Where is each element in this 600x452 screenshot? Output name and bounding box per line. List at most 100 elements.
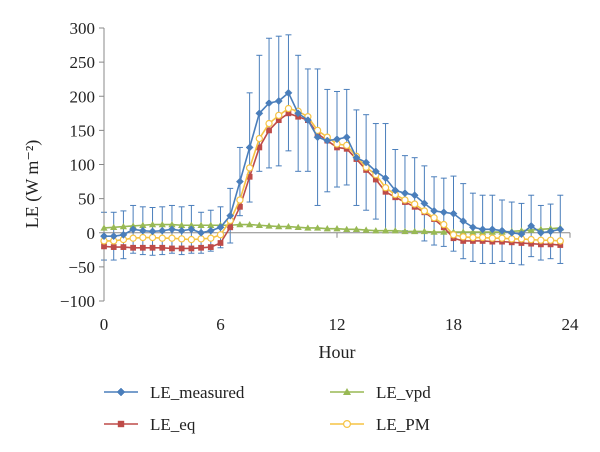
data-point-le-eq [246, 173, 253, 180]
data-point-le-pm [420, 207, 429, 215]
data-point-le-pm [381, 184, 390, 192]
data-point-le-pm [129, 234, 137, 242]
data-point-le-vpd [430, 228, 438, 235]
data-point-le-measured [430, 206, 439, 215]
legend-label: LE_PM [376, 415, 430, 434]
data-point-le-eq [149, 244, 156, 251]
data-point-le-measured [148, 227, 157, 236]
data-point-le-measured [158, 226, 167, 235]
data-point-le-measured [517, 230, 526, 239]
data-point-le-measured [284, 88, 293, 97]
data-point-le-eq [460, 238, 467, 244]
data-point-le-measured [100, 232, 108, 241]
data-point-le-vpd [187, 221, 195, 228]
data-point-le-measured [119, 230, 128, 239]
data-point-le-vpd [391, 227, 399, 234]
data-point-le-pm [158, 234, 166, 242]
data-point-le-measured [371, 167, 380, 176]
data-point-le-eq [227, 224, 234, 231]
data-point-le-pm [197, 235, 205, 243]
legend-label: LE_eq [150, 415, 196, 434]
data-point-le-pm [401, 196, 409, 204]
data-point-le-measured [226, 211, 235, 220]
data-point-le-vpd [178, 221, 186, 228]
data-point-le-pm [187, 235, 196, 244]
data-point-le-measured [342, 133, 351, 142]
data-point-le-pm [148, 233, 157, 242]
data-point-le-vpd [362, 226, 370, 233]
data-point-le-eq [547, 241, 554, 248]
data-point-le-pm [556, 237, 564, 245]
y-tick-label: 250 [70, 53, 96, 72]
data-point-le-vpd [255, 221, 263, 228]
legend-marker-le-pm [343, 420, 352, 429]
data-point-le-eq [266, 127, 272, 134]
data-point-le-eq [159, 244, 166, 251]
data-point-le-pm [537, 236, 545, 244]
data-point-le-vpd [313, 224, 322, 231]
data-point-le-vpd [119, 223, 128, 230]
data-point-le-measured [449, 209, 458, 218]
data-point-le-vpd [323, 225, 331, 232]
data-point-le-measured [235, 177, 244, 186]
x-tick-label: 0 [100, 315, 109, 334]
data-point-le-measured [197, 228, 206, 237]
data-point-le-pm [430, 214, 438, 222]
data-point-le-vpd [207, 221, 215, 228]
data-point-le-measured [527, 221, 536, 230]
data-point-le-eq [256, 144, 263, 151]
x-axis-title: Hour [319, 342, 356, 362]
data-point-le-eq [101, 243, 107, 250]
data-point-le-eq [188, 245, 195, 252]
data-point-le-vpd [401, 227, 409, 235]
data-point-le-measured [420, 199, 429, 208]
y-tick-label: 300 [70, 19, 96, 38]
y-tick-label: 0 [87, 224, 96, 243]
data-point-le-measured [333, 135, 341, 144]
data-point-le-vpd [168, 220, 176, 228]
data-point-le-vpd [411, 227, 419, 235]
data-point-le-vpd [333, 225, 341, 232]
data-point-le-measured [507, 228, 516, 237]
data-point-le-vpd [139, 221, 147, 228]
data-point-le-measured [323, 136, 332, 145]
data-point-le-pm [469, 233, 477, 242]
data-point-le-measured [401, 189, 409, 198]
data-point-le-eq [139, 244, 146, 251]
data-point-le-vpd [459, 228, 467, 235]
x-tick-label: 24 [562, 315, 580, 334]
data-point-le-vpd [158, 220, 166, 228]
axes-group: −100 −50 0 50 100 150 200 250 300 0 6 12 18 24 [60, 19, 579, 334]
data-point-le-vpd [381, 227, 390, 234]
data-point-le-measured [478, 225, 487, 234]
data-point-le-vpd [284, 223, 293, 230]
data-point-le-pm [546, 236, 555, 244]
data-point-le-pm [207, 234, 215, 242]
data-point-le-vpd [294, 223, 302, 230]
data-point-le-measured [459, 217, 468, 226]
data-point-le-vpd [352, 225, 361, 233]
data-point-le-pm [440, 220, 448, 229]
data-point-le-measured [187, 225, 196, 234]
data-point-le-measured [206, 226, 215, 235]
legend-marker-le-eq [117, 420, 125, 428]
data-point-le-measured [294, 109, 303, 118]
data-point-le-measured [265, 99, 273, 108]
data-point-le-pm [498, 234, 506, 242]
data-point-le-eq [372, 176, 379, 183]
data-point-le-vpd [275, 223, 283, 230]
data-point-le-measured [439, 208, 448, 217]
data-point-le-eq [169, 245, 175, 252]
data-point-le-measured [556, 225, 565, 234]
data-point-le-pm [275, 111, 283, 120]
data-point-le-measured [245, 143, 254, 152]
data-point-le-pm [411, 200, 419, 208]
data-point-le-pm [265, 119, 273, 128]
data-point-le-measured [177, 226, 186, 235]
x-tick-label: 12 [329, 315, 346, 334]
data-point-le-measured [313, 133, 322, 142]
data-point-le-vpd [372, 227, 380, 234]
data-point-le-pm [216, 231, 225, 239]
data-point-le-pm [255, 134, 263, 143]
